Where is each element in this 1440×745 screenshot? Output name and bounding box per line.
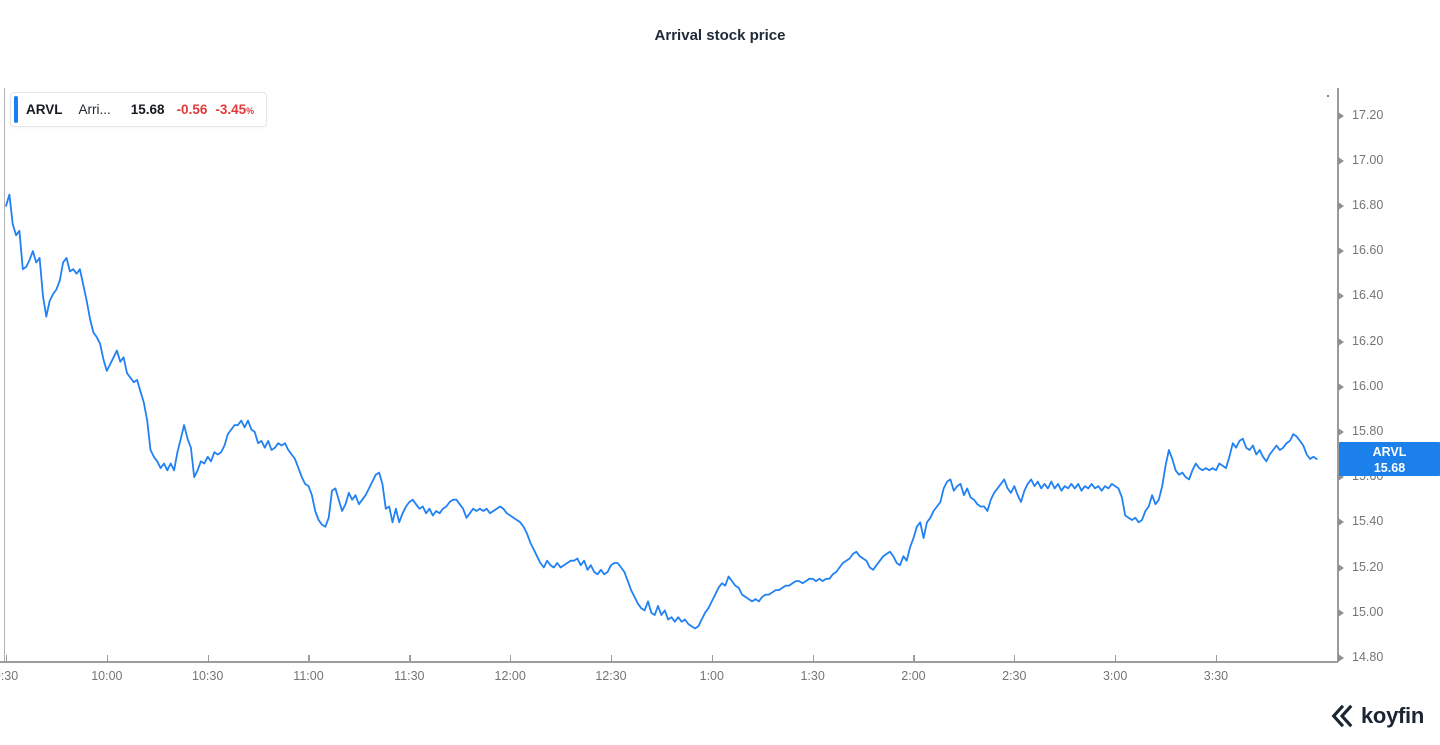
legend-change: -0.56	[176, 102, 208, 117]
y-axis-left-line	[4, 88, 5, 661]
x-tick-mark	[6, 655, 8, 662]
legend-last-price: 15.68	[130, 102, 165, 117]
y-tick-arrow-icon	[1338, 608, 1344, 617]
x-tick-label: 1:00	[699, 669, 724, 683]
x-tick-label: 12:00	[494, 669, 526, 683]
last-price-tag: ARVL 15.68	[1339, 442, 1440, 477]
koyfin-logo[interactable]: koyfin	[1330, 703, 1424, 729]
x-tick-mark	[1215, 655, 1218, 662]
x-tick-mark	[812, 655, 814, 662]
y-tick-label: 16.40	[1352, 288, 1384, 303]
x-tick-mark	[1115, 655, 1117, 662]
y-tick-label: 17.00	[1352, 152, 1384, 167]
y-tick-label: 16.60	[1352, 243, 1384, 258]
y-tick-label: 15.40	[1352, 514, 1384, 529]
x-tick-label: 9:30	[0, 669, 19, 683]
y-tick-arrow-icon	[1338, 111, 1344, 120]
x-axis-line	[0, 661, 1338, 663]
x-tick-mark	[913, 655, 915, 662]
x-tick-mark	[610, 655, 613, 662]
x-tick-label: 3:00	[1102, 669, 1128, 683]
y-tick-arrow-icon	[1338, 292, 1344, 301]
x-tick-mark	[308, 655, 310, 662]
y-tick-arrow-icon	[1338, 337, 1344, 346]
y-tick-label: 15.00	[1352, 604, 1384, 619]
y-tick-arrow-icon	[1338, 201, 1344, 210]
y-tick-label: 16.00	[1352, 378, 1384, 393]
x-tick-mark	[409, 655, 411, 662]
legend-color-bar	[14, 96, 18, 123]
x-tick-label: 10:30	[192, 669, 224, 683]
percent-sign: %	[246, 106, 255, 116]
y-tick-label: 14.80	[1352, 649, 1384, 664]
x-tick-label: 12:30	[595, 669, 627, 683]
marker-dot	[1327, 95, 1329, 97]
x-tick-mark	[207, 655, 209, 662]
y-tick-arrow-icon	[1338, 563, 1344, 572]
y-tick-arrow-icon	[1338, 518, 1344, 527]
y-tick-label: 15.20	[1352, 559, 1384, 574]
last-price-tag-value: 15.68	[1373, 461, 1406, 476]
y-tick-arrow-icon	[1338, 427, 1344, 436]
y-tick-arrow-icon	[1338, 653, 1344, 662]
legend-ticker: ARVL	[26, 102, 63, 117]
x-tick-mark	[510, 655, 512, 662]
x-tick-label: 1:30	[800, 669, 825, 683]
y-tick-label: 16.80	[1352, 197, 1384, 212]
chart-title: Arrival stock price	[654, 27, 786, 44]
koyfin-logo-icon	[1331, 704, 1353, 728]
legend-box[interactable]: ARVL Arri... 15.68 -0.56 -3.45%	[10, 92, 268, 127]
y-axis-right-line	[1337, 88, 1339, 662]
y-tick-label: 15.80	[1352, 423, 1384, 438]
x-tick-label: 2:30	[1002, 669, 1027, 683]
y-tick-arrow-icon	[1338, 473, 1344, 482]
x-tick-label: 2:00	[901, 669, 926, 683]
price-line-chart[interactable]	[0, 88, 1337, 661]
y-tick-arrow-icon	[1338, 247, 1344, 256]
last-price-tag-ticker: ARVL	[1372, 445, 1407, 460]
x-tick-label: 10:00	[91, 669, 123, 683]
y-tick-label: 16.20	[1352, 333, 1384, 348]
x-tick-label: 11:30	[394, 669, 425, 683]
x-tick-mark	[711, 655, 713, 662]
price-line-series	[5, 193, 1318, 630]
y-tick-label: 17.20	[1352, 107, 1384, 122]
x-tick-label: 3:30	[1203, 669, 1229, 683]
x-tick-mark	[1014, 655, 1016, 662]
legend-change-percent: -3.45%	[215, 102, 255, 117]
legend-security-name: Arri...	[78, 102, 111, 117]
koyfin-logo-text: koyfin	[1361, 703, 1424, 728]
y-tick-arrow-icon	[1338, 156, 1344, 165]
x-tick-mark	[106, 655, 109, 662]
x-tick-label: 11:00	[293, 669, 324, 683]
y-tick-arrow-icon	[1338, 382, 1344, 391]
